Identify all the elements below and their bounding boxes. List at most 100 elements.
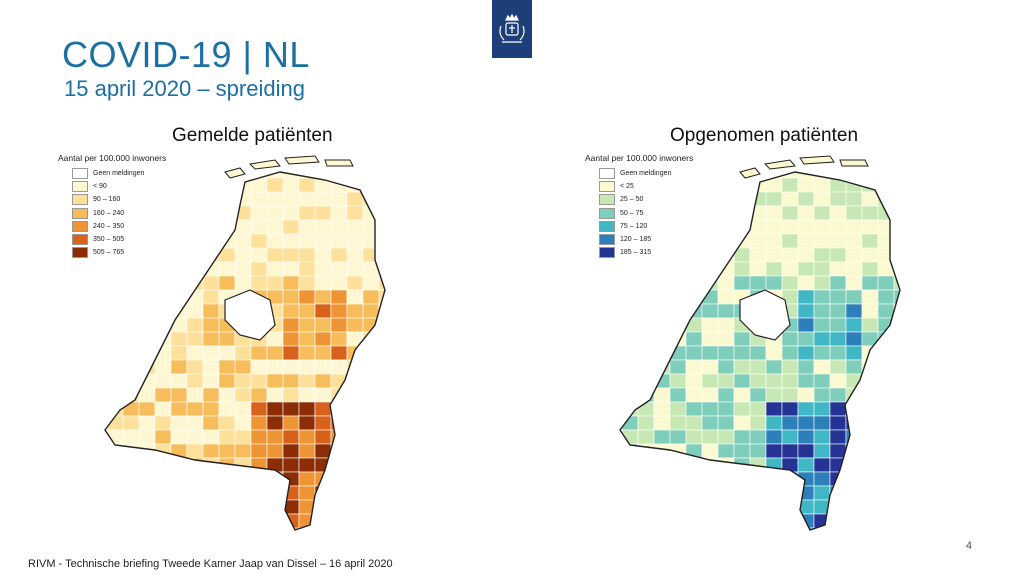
legend-item: 350 – 505 bbox=[58, 233, 166, 246]
municipality bbox=[942, 332, 950, 346]
municipality bbox=[717, 415, 735, 431]
municipality bbox=[621, 172, 639, 179]
municipality bbox=[122, 205, 140, 221]
municipality bbox=[685, 499, 703, 515]
municipality bbox=[781, 247, 799, 263]
municipality bbox=[749, 387, 767, 403]
municipality bbox=[893, 177, 900, 193]
municipality bbox=[620, 233, 623, 249]
municipality bbox=[154, 275, 172, 291]
municipality bbox=[298, 219, 316, 235]
municipality bbox=[346, 429, 364, 445]
municipality bbox=[75, 444, 91, 458]
municipality bbox=[653, 219, 671, 235]
municipality bbox=[298, 457, 316, 473]
municipality bbox=[282, 303, 300, 319]
municipality bbox=[378, 191, 385, 207]
municipality bbox=[701, 191, 719, 207]
municipality bbox=[845, 191, 863, 207]
municipality bbox=[910, 276, 926, 290]
municipality bbox=[346, 373, 364, 389]
municipality bbox=[266, 359, 284, 375]
municipality bbox=[122, 172, 140, 179]
municipality bbox=[717, 345, 735, 361]
municipality bbox=[282, 261, 300, 277]
municipality bbox=[395, 318, 411, 332]
municipality bbox=[590, 360, 606, 374]
municipality bbox=[637, 191, 655, 207]
municipality bbox=[749, 429, 767, 445]
municipality bbox=[653, 513, 671, 529]
municipality bbox=[717, 317, 735, 333]
municipality bbox=[346, 513, 364, 529]
municipality bbox=[621, 373, 639, 389]
municipality bbox=[202, 513, 220, 529]
legend-opgenomen: Aantal per 100.000 inwoners Geen melding… bbox=[585, 153, 693, 259]
municipality bbox=[637, 247, 655, 263]
municipality bbox=[797, 289, 815, 305]
municipality bbox=[411, 444, 427, 458]
municipality bbox=[797, 275, 815, 291]
municipality bbox=[362, 415, 380, 431]
municipality bbox=[395, 276, 411, 290]
municipality bbox=[717, 443, 735, 459]
municipality bbox=[781, 387, 799, 403]
slide-title: COVID-19 | NL bbox=[62, 34, 310, 75]
municipality bbox=[669, 205, 687, 221]
municipality bbox=[186, 275, 204, 291]
municipality bbox=[701, 485, 719, 501]
municipality bbox=[105, 261, 108, 277]
municipality bbox=[781, 401, 799, 417]
legend-title: Aantal per 100.000 inwoners bbox=[585, 153, 694, 163]
municipality bbox=[653, 303, 671, 319]
municipality bbox=[797, 401, 815, 417]
municipality bbox=[829, 345, 847, 361]
municipality bbox=[154, 219, 172, 235]
municipality bbox=[717, 457, 735, 473]
municipality bbox=[861, 261, 879, 277]
municipality bbox=[910, 150, 926, 164]
municipality bbox=[845, 205, 863, 221]
municipality bbox=[942, 528, 950, 540]
municipality bbox=[621, 513, 639, 529]
municipality bbox=[411, 528, 427, 540]
legend-label: 25 – 50 bbox=[620, 196, 644, 204]
municipality bbox=[749, 527, 767, 530]
municipality bbox=[797, 387, 815, 403]
municipality bbox=[122, 331, 140, 347]
municipality bbox=[250, 373, 268, 389]
municipality bbox=[122, 177, 140, 193]
municipality bbox=[170, 345, 188, 361]
municipality bbox=[314, 373, 332, 389]
municipality bbox=[330, 527, 348, 530]
municipality bbox=[266, 443, 284, 459]
municipality bbox=[829, 415, 847, 431]
municipality bbox=[106, 527, 124, 530]
municipality bbox=[653, 415, 671, 431]
municipality bbox=[218, 261, 236, 277]
municipality bbox=[765, 191, 783, 207]
municipality bbox=[910, 318, 926, 332]
municipality bbox=[590, 486, 606, 500]
municipality bbox=[170, 415, 188, 431]
municipality bbox=[877, 275, 895, 291]
municipality bbox=[378, 471, 385, 487]
municipality bbox=[202, 345, 220, 361]
municipality bbox=[218, 359, 236, 375]
municipality bbox=[395, 234, 411, 248]
municipality bbox=[877, 219, 895, 235]
municipality bbox=[105, 172, 108, 179]
municipality bbox=[106, 247, 124, 263]
municipality bbox=[637, 373, 655, 389]
municipality bbox=[926, 332, 942, 346]
municipality bbox=[620, 429, 623, 445]
municipality bbox=[395, 346, 411, 360]
municipality bbox=[122, 457, 140, 473]
municipality bbox=[781, 177, 799, 193]
municipality bbox=[750, 150, 766, 164]
municipality bbox=[186, 345, 204, 361]
municipality bbox=[154, 429, 172, 445]
municipality bbox=[298, 471, 316, 487]
municipality bbox=[590, 262, 606, 276]
municipality bbox=[330, 345, 348, 361]
